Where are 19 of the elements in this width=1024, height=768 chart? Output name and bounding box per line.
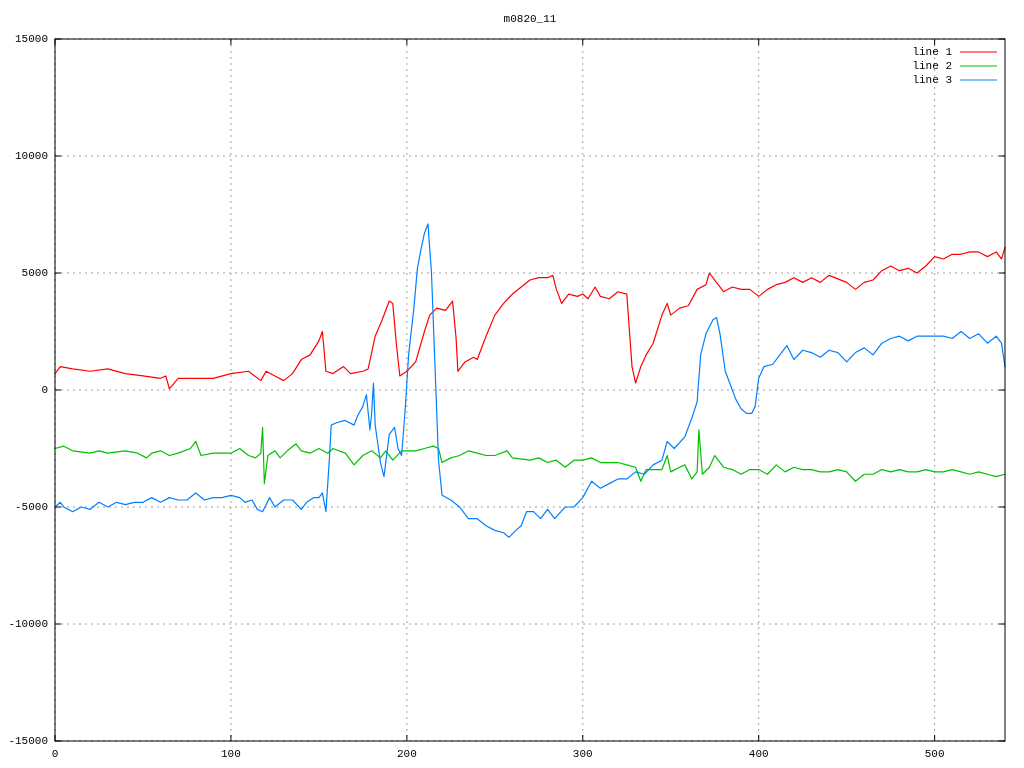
legend-label: line 3: [912, 73, 952, 86]
line-series: [54, 426, 1006, 485]
x-tick-label: 500: [924, 748, 945, 760]
y-tick-label: 10000: [14, 149, 48, 162]
y-tick-label: -5000: [14, 500, 48, 513]
x-tick-label: 0: [51, 748, 59, 760]
legend-label: line 2: [912, 59, 952, 72]
legend-label: line 1: [912, 45, 953, 58]
x-tick-label: 100: [221, 748, 241, 760]
y-tick-label: 0: [41, 383, 48, 396]
x-tick-label: 400: [748, 748, 769, 760]
y-tick-label: -15000: [8, 734, 48, 747]
line-series: [54, 223, 1006, 539]
y-tick-label: 15000: [14, 32, 48, 45]
y-tick-label: 5000: [21, 266, 48, 279]
chart-title: m0820_11: [503, 13, 557, 25]
x-tick-label: 300: [572, 748, 593, 760]
x-tick-label: 200: [396, 748, 417, 760]
y-tick-label: -10000: [8, 617, 48, 630]
